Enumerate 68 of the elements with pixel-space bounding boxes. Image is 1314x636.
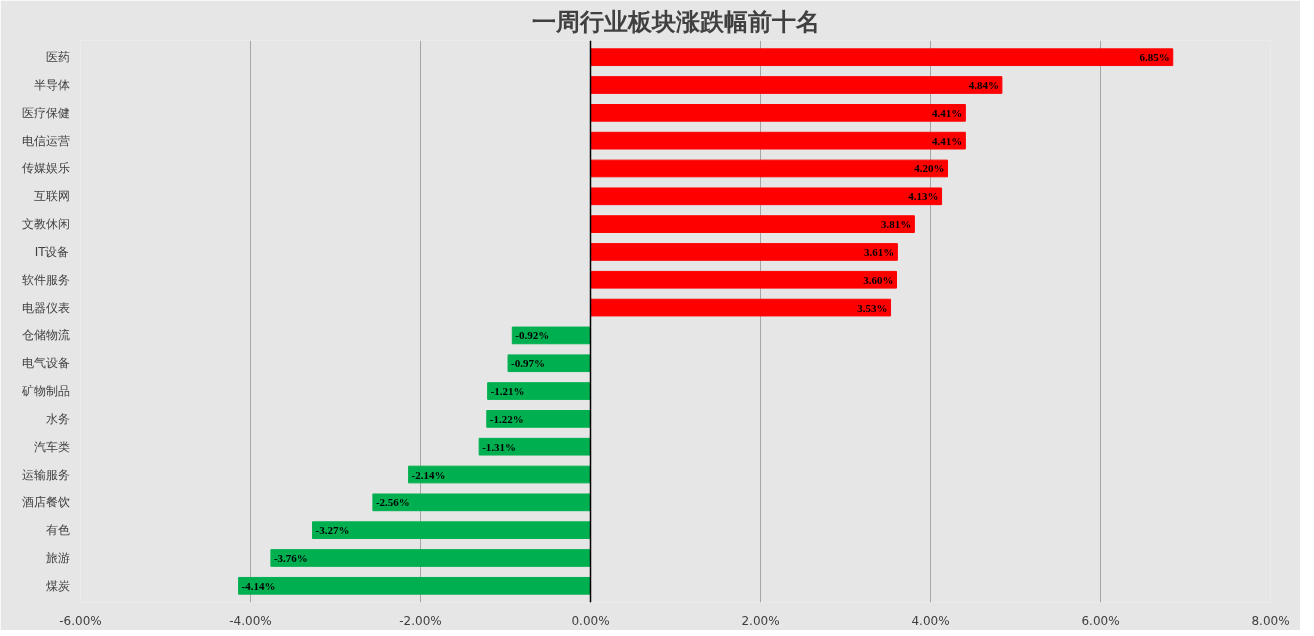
y-tick-label: 互联网 bbox=[33, 189, 70, 204]
y-tick-label: 半导体 bbox=[33, 78, 70, 93]
y-tick-label: 电气设备 bbox=[21, 356, 70, 371]
bar bbox=[408, 465, 591, 484]
bar bbox=[238, 576, 591, 595]
y-tick-label: 有色 bbox=[45, 523, 70, 538]
x-tick-label: 2.00% bbox=[741, 613, 780, 628]
x-tick-label: 4.00% bbox=[911, 613, 950, 628]
y-tick-label: 电器仪表 bbox=[21, 300, 70, 315]
x-tick-label: -4.00% bbox=[229, 613, 272, 628]
y-tick-label: IT设备 bbox=[34, 244, 70, 259]
data-label: -1.21% bbox=[490, 385, 525, 398]
y-tick-label: 酒店餐饮 bbox=[21, 495, 70, 510]
y-tick-label: 旅游 bbox=[45, 550, 70, 565]
data-label: 4.20% bbox=[914, 162, 945, 175]
bar bbox=[590, 215, 915, 233]
x-tick-label: 8.00% bbox=[1251, 613, 1290, 628]
bar bbox=[590, 103, 966, 122]
data-label: 6.85% bbox=[1139, 51, 1170, 64]
y-tick-label: 医药 bbox=[45, 50, 70, 65]
data-label: -2.56% bbox=[375, 496, 410, 509]
data-label: -1.31% bbox=[482, 440, 517, 453]
bar bbox=[590, 76, 1003, 94]
bar bbox=[590, 159, 948, 178]
y-tick-label: 电信运营 bbox=[21, 133, 70, 148]
bar bbox=[590, 48, 1174, 67]
y-tick-label: 水务 bbox=[45, 411, 70, 426]
bar bbox=[590, 187, 943, 206]
data-label: 4.84% bbox=[968, 79, 999, 92]
y-tick-label: 运输服务 bbox=[21, 467, 70, 482]
bar bbox=[372, 493, 591, 512]
bar bbox=[590, 270, 897, 289]
data-label: 3.81% bbox=[881, 218, 912, 231]
data-label: 3.61% bbox=[864, 245, 895, 258]
data-label: -1.22% bbox=[489, 412, 524, 425]
data-label: 3.53% bbox=[857, 301, 888, 314]
data-label: -3.27% bbox=[315, 524, 350, 537]
data-label: -0.97% bbox=[511, 357, 545, 370]
y-tick-label: 汽车类 bbox=[33, 439, 70, 454]
data-label: 4.41% bbox=[932, 134, 963, 147]
bar bbox=[486, 410, 591, 428]
y-tick-label: 文教休闲 bbox=[21, 217, 70, 232]
chart-title: 一周行业板块涨跌幅前十名 bbox=[531, 7, 820, 36]
data-label: 3.60% bbox=[863, 273, 894, 286]
bar bbox=[270, 549, 591, 567]
bar bbox=[590, 298, 892, 317]
x-tick-label: 6.00% bbox=[1081, 613, 1120, 628]
bar bbox=[487, 382, 591, 400]
y-tick-label: 医疗保健 bbox=[21, 105, 70, 120]
y-tick-label: 软件服务 bbox=[21, 272, 70, 287]
bar bbox=[312, 521, 591, 540]
x-tick-label: -6.00% bbox=[59, 613, 102, 628]
data-label: -0.92% bbox=[515, 329, 550, 342]
bar bbox=[590, 131, 966, 150]
data-label: -4.14% bbox=[241, 579, 276, 592]
data-label: 4.41% bbox=[932, 106, 963, 119]
bar bbox=[590, 243, 898, 261]
data-label: -3.76% bbox=[273, 551, 308, 564]
y-tick-label: 传媒娱乐 bbox=[21, 161, 70, 176]
x-tick-label: -2.00% bbox=[399, 613, 442, 628]
y-tick-label: 矿物制品 bbox=[20, 384, 70, 399]
bar bbox=[507, 354, 591, 373]
data-label: 4.13% bbox=[908, 190, 939, 203]
y-tick-label: 煤炭 bbox=[45, 578, 70, 593]
bar bbox=[478, 437, 591, 456]
data-label: -2.14% bbox=[411, 468, 446, 481]
y-tick-label: 仓储物流 bbox=[21, 328, 70, 343]
x-tick-label: 0.00% bbox=[571, 613, 610, 628]
